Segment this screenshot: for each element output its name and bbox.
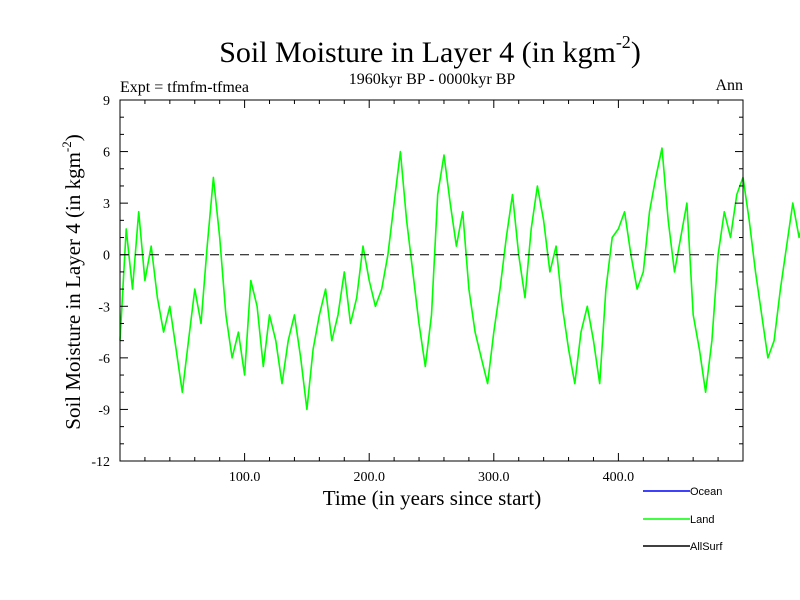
y-axis-label: Soil Moisture in Layer 4 (in kgm-2) xyxy=(59,134,85,429)
y-tick-label: -12 xyxy=(91,455,110,470)
chart-subtitle: 1960kyr BP - 0000kyr BP xyxy=(349,71,516,88)
legend-label-land: Land xyxy=(690,514,714,526)
y-tick-label: -6 xyxy=(98,352,110,367)
season-label: Ann xyxy=(715,77,743,94)
y-tick-label: 3 xyxy=(103,197,110,212)
x-tick-label: 200.0 xyxy=(353,470,385,485)
y-tick-label: 9 xyxy=(103,94,110,109)
series-line-land xyxy=(119,147,800,411)
series-layer xyxy=(119,147,800,411)
chart-title: Soil Moisture in Layer 4 (in kgm-2) xyxy=(219,32,641,69)
y-tick-label: -3 xyxy=(98,300,110,315)
y-axis-label-sup: -2 xyxy=(59,141,74,152)
legend-label-allsurf: AllSurf xyxy=(690,541,723,553)
plot-frame xyxy=(119,99,744,462)
y-tick-label: 6 xyxy=(103,146,110,161)
x-tick-label: 100.0 xyxy=(229,470,261,485)
y-axis-label-close: ) xyxy=(61,134,85,141)
legend: Ocean Land AllSurf xyxy=(643,486,723,553)
x-tick-label: 400.0 xyxy=(603,470,635,485)
chart-title-sup: -2 xyxy=(616,32,631,52)
axes-layer: -12 -9 -6 -3 0 3 6 9 100.0 200.0 300.0 400.0 xyxy=(91,94,744,485)
x-tick-label: 300.0 xyxy=(478,470,510,485)
chart-title-main: Soil Moisture in Layer 4 (in kgm xyxy=(219,36,616,69)
legend-label-ocean: Ocean xyxy=(690,486,722,498)
x-axis-label: Time (in years since start) xyxy=(323,486,542,510)
y-axis-label-main: Soil Moisture in Layer 4 (in kgm xyxy=(61,152,85,430)
expt-label: Expt = tfmfm-tfmea xyxy=(120,79,249,96)
y-tick-label: 0 xyxy=(103,249,110,264)
chart-title-close: ) xyxy=(631,36,641,69)
y-tick-label: -9 xyxy=(98,403,110,418)
